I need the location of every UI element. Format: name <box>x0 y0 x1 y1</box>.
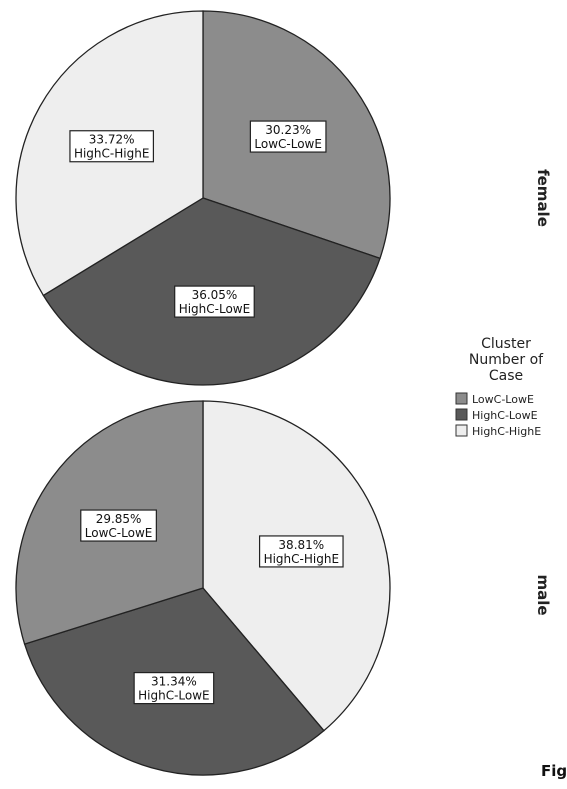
slice-label-male-highc-highe: 38.81%HighC-HighE <box>258 535 344 568</box>
slice-percent-text: 30.23% <box>265 123 311 137</box>
female-pie-chart: 30.23%LowC-LowE36.05%HighC-LowE33.72%Hig… <box>15 10 391 386</box>
slice-percent-text: 29.85% <box>96 512 142 526</box>
legend-swatch-highc-highe <box>455 424 468 437</box>
legend: Cluster Number of Case LowC-LowE HighC-L… <box>455 336 544 438</box>
legend-swatch-highc-lowe <box>455 408 468 421</box>
slice-category-text: HighC-LowE <box>138 689 210 703</box>
slice-percent-text: 31.34% <box>151 675 197 689</box>
slice-label-box <box>174 285 255 318</box>
slice-label-female-highc-highe: 33.72%HighC-HighE <box>69 130 155 163</box>
slice-category-text: HighC-HighE <box>264 552 339 566</box>
male-pie-chart: 38.81%HighC-HighE 31.34%HighC-LowE 29.85%L… <box>15 400 391 776</box>
slice-label-box <box>80 509 157 542</box>
slice-label-female-lowc-lowe: 30.23%LowC-LowE <box>249 120 327 153</box>
slice-label-box <box>258 535 344 568</box>
slice-percent-text: 33.72% <box>89 133 135 147</box>
legend-label-lowc-lowe: LowC-LowE <box>472 393 534 406</box>
panel-label-male: male <box>534 574 552 615</box>
legend-swatch-lowc-lowe <box>455 392 468 405</box>
panel-label-female: female <box>534 169 552 227</box>
slice-category-text: HighC-HighE <box>74 147 149 161</box>
slice-label-box <box>133 671 215 705</box>
legend-title-line-2: Number of <box>469 352 544 368</box>
slice-label-box <box>69 130 155 163</box>
legend-title-line-1: Cluster <box>481 336 531 352</box>
slice-label-male-highc-lowe: 31.34%HighC-LowE <box>133 671 215 705</box>
slice-percent-text: 38.81% <box>278 538 324 552</box>
slice-category-text: LowC-LowE <box>254 137 322 151</box>
slice-label-box <box>249 120 327 153</box>
slice-label-female-highc-lowe: 36.05%HighC-LowE <box>174 285 255 318</box>
slice-category-text: HighC-LowE <box>179 302 251 316</box>
slice-label-male-lowc-lowe: 29.85%LowC-LowE <box>80 509 157 542</box>
legend-label-highc-highe: HighC-HighE <box>472 425 541 438</box>
legend-title-line-3: Case <box>489 368 523 384</box>
legend-label-highc-lowe: HighC-LowE <box>472 409 538 422</box>
figure-caption: Fig <box>541 762 567 780</box>
slice-category-text: LowC-LowE <box>85 526 153 540</box>
slice-percent-text: 36.05% <box>192 288 238 302</box>
